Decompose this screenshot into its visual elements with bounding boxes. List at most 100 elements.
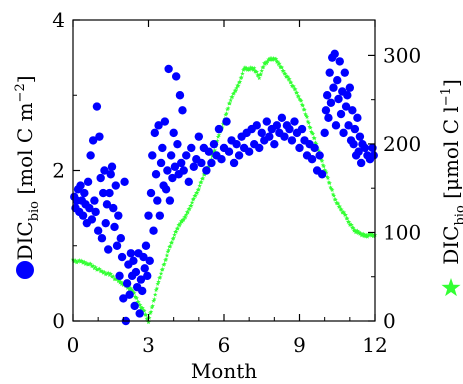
left-series-circle-marker [244,147,254,156]
left-series-circle-marker [325,68,334,77]
right-series-star-marker [92,265,97,271]
left-series-circle-marker [87,215,97,224]
right-series-star-marker [246,66,251,71]
left-series-circle-marker [354,147,363,156]
right-series-star-marker [308,125,313,130]
right-series-star-marker [333,197,338,202]
right-series-star-marker [291,83,296,89]
left-series-circle-marker [345,83,355,92]
right-series-star-marker [265,58,270,64]
right-series-star-marker [157,274,163,280]
left-series-circle-marker [177,158,186,168]
left-series-circle-marker [330,49,339,59]
right-series-star-marker [152,292,158,297]
left-series-circle-marker [155,211,165,220]
left-series-circle-marker [341,102,351,111]
left-y-title-sup: −2 [13,83,28,102]
left-axis-legend-circle-icon [16,261,34,279]
right-series-star-marker [326,180,332,185]
left-y-tick-label: 4 [52,8,65,32]
left-series-circle-marker [175,91,185,100]
right-series-star-marker [263,59,269,65]
left-series-circle-marker [179,166,188,175]
left-series-circle-marker [122,279,132,288]
left-series-circle-marker [139,252,148,262]
left-series-circle-marker [165,196,175,205]
right-series-star-marker [349,222,354,227]
left-series-circle-marker [129,256,138,265]
left-series-circle-marker [194,132,204,141]
right-series-star-marker [82,259,87,264]
left-series-circle-marker [145,256,154,265]
left-series-circle-marker [85,203,94,213]
left-series-circle-marker [115,271,124,281]
right-series-star-marker [303,113,309,118]
left-series-circle-marker [217,155,226,164]
left-series-circle-marker [96,173,105,183]
left-series-circle-marker [101,218,110,228]
left-series-circle-marker [169,128,178,138]
right-series-star-marker [297,96,302,102]
right-series-star-marker [269,55,275,61]
right-series-star-marker [310,131,316,136]
right-series-star-marker [143,312,149,318]
left-series-circle-marker [234,151,244,160]
right-series-star-marker [93,264,98,270]
left-series-circle-marker [252,121,261,130]
left-series-circle-marker [187,143,196,153]
right-series-star-marker [325,175,331,181]
left-series-circle-marker [178,106,187,115]
left-series-circle-marker [92,102,102,111]
left-y-axis-title: DICbio [mol C m−2] [13,75,42,260]
right-series-star-marker [335,201,341,206]
right-series-star-marker [90,263,96,268]
left-series-circle-marker [148,151,157,160]
left-series-circle-marker [151,170,161,179]
left-y-title-sub: bio [27,201,42,221]
right-series-star-marker [148,309,154,314]
left-series-circle-marker [131,267,141,277]
right-series-star-marker [78,259,83,264]
left-series-circle-marker [86,151,95,160]
right-series-star-marker [293,86,298,92]
right-series-star-marker [155,281,161,286]
left-series-circle-marker [149,226,158,235]
right-series-star-marker [144,316,150,321]
right-series-star-marker [107,272,112,278]
left-series-circle-marker [297,124,307,134]
left-series-circle-marker [307,155,317,164]
right-series-star-marker [298,97,303,102]
left-series-circle-marker [154,121,163,130]
left-series-circle-marker [168,173,177,183]
x-tick-label: 12 [362,333,387,357]
right-series-star-marker [189,203,194,208]
right-series-star-marker [309,130,315,135]
right-series-star-marker [181,217,187,222]
right-series-star-marker [331,193,337,198]
left-series-circle-marker [184,177,193,186]
left-series-circle-marker [109,203,118,213]
right-series-star-marker [313,140,318,145]
x-tick-label: 3 [142,333,155,357]
left-series-circle-marker [333,76,342,85]
right-series-star-marker [256,73,261,78]
left-series-circle-marker [356,158,366,168]
right-series-star-marker [279,65,285,70]
axes: Month DICbio [mol C m−2] DICbio [μmol C … [13,8,463,383]
right-series-star-marker [74,260,80,265]
right-series-star-marker [84,260,90,266]
right-series-star-marker [316,148,322,153]
left-series-circle-marker [265,132,274,141]
right-series-star-marker [145,316,150,322]
right-y-tick-label: 0 [383,309,396,333]
right-series-star-marker [73,258,78,263]
right-series-star-marker [294,90,300,95]
left-series-circle-marker [156,158,166,168]
right-series-star-marker [215,138,220,143]
right-series-star-marker [176,222,181,227]
left-series-circle-marker [321,106,331,115]
right-series-star-marker [164,253,170,258]
left-series-circle-marker [353,113,362,123]
right-series-star-marker [77,257,82,263]
left-series-circle-marker [135,309,144,318]
